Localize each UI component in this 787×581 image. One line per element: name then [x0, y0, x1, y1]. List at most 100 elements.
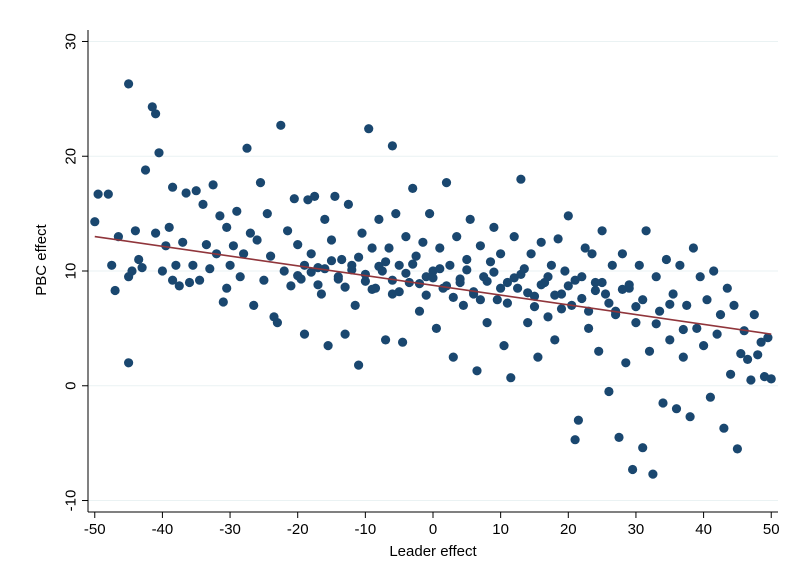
data-point	[408, 259, 418, 269]
data-point	[161, 241, 171, 251]
data-point	[333, 272, 343, 282]
data-point	[597, 226, 607, 236]
data-point	[743, 354, 753, 364]
data-point	[394, 287, 404, 297]
data-point	[485, 257, 496, 267]
data-point	[763, 333, 773, 343]
data-point	[350, 300, 360, 310]
data-point	[286, 281, 296, 291]
data-point	[584, 323, 594, 333]
data-point	[293, 271, 303, 281]
data-point	[252, 235, 262, 245]
data-point	[563, 281, 573, 291]
data-point	[448, 352, 458, 362]
data-point	[398, 337, 408, 347]
data-point	[215, 211, 225, 221]
data-point	[699, 341, 709, 351]
data-point	[364, 124, 374, 134]
data-point	[367, 284, 377, 294]
data-point	[418, 237, 428, 247]
data-point	[428, 273, 438, 283]
data-point	[678, 324, 688, 335]
data-point	[205, 264, 215, 274]
data-point	[502, 298, 512, 308]
data-point	[722, 283, 732, 293]
data-point	[644, 346, 655, 356]
data-point	[729, 300, 739, 310]
data-point	[414, 306, 425, 316]
data-point	[239, 249, 249, 259]
data-point	[178, 237, 188, 247]
data-point	[103, 189, 113, 199]
data-point	[124, 358, 134, 368]
data-point	[124, 79, 134, 89]
data-point	[719, 423, 729, 433]
data-point	[347, 265, 357, 275]
data-point	[546, 260, 557, 270]
data-point	[678, 352, 688, 362]
data-point	[337, 254, 347, 265]
data-point	[513, 283, 523, 293]
data-point	[502, 277, 512, 288]
data-point	[597, 277, 607, 288]
data-point	[320, 264, 330, 274]
data-point	[435, 264, 445, 274]
data-point	[553, 234, 563, 244]
data-point	[550, 335, 560, 345]
data-point	[523, 318, 533, 328]
data-point	[529, 302, 540, 312]
data-point	[465, 214, 475, 224]
data-point	[452, 232, 462, 242]
y-tick-label: -10	[62, 490, 79, 512]
data-point	[509, 232, 519, 242]
data-point	[506, 373, 516, 383]
data-point	[421, 290, 431, 300]
data-point	[140, 165, 151, 175]
data-point	[381, 335, 391, 345]
data-point	[682, 300, 692, 310]
data-point	[421, 272, 431, 282]
data-point	[272, 318, 282, 328]
data-point	[354, 360, 364, 370]
data-point	[661, 254, 672, 265]
data-point	[326, 235, 337, 245]
data-point	[516, 269, 526, 279]
data-point	[255, 178, 266, 188]
data-point	[411, 251, 421, 261]
x-tick-label: 40	[695, 521, 712, 538]
data-point	[556, 304, 567, 314]
data-point	[631, 302, 641, 312]
data-point	[174, 281, 184, 291]
data-point	[594, 346, 604, 356]
data-point	[573, 415, 584, 425]
data-point	[756, 337, 766, 347]
data-point	[107, 260, 117, 270]
data-point	[448, 292, 458, 302]
data-point	[472, 366, 482, 376]
data-point	[665, 335, 675, 345]
data-point	[543, 272, 553, 282]
fit-line-group	[94, 235, 772, 335]
data-point	[151, 109, 161, 119]
data-point	[604, 298, 614, 308]
data-point	[225, 260, 235, 270]
data-point	[283, 226, 293, 236]
data-point	[441, 281, 452, 291]
data-point	[529, 291, 540, 301]
data-point	[736, 349, 746, 359]
data-point	[289, 194, 299, 204]
data-point	[441, 178, 452, 188]
data-point	[621, 358, 631, 368]
fit-line	[94, 235, 772, 335]
data-point	[709, 266, 719, 276]
data-point	[343, 199, 353, 209]
data-point	[276, 120, 286, 130]
data-point	[279, 266, 289, 276]
data-point	[316, 289, 326, 299]
data-point	[154, 148, 164, 158]
data-point	[445, 260, 455, 270]
data-point	[580, 243, 590, 253]
data-point	[127, 266, 137, 276]
data-point	[516, 174, 526, 184]
